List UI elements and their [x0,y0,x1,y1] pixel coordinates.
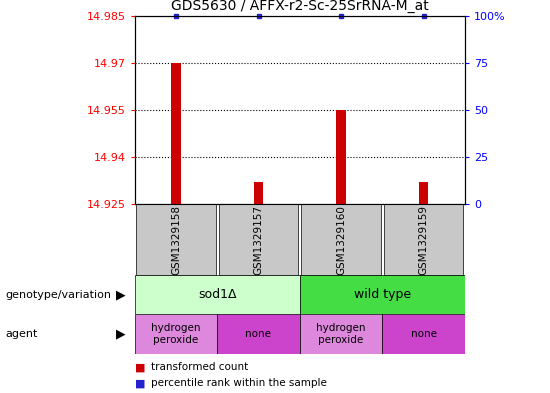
Text: GSM1329160: GSM1329160 [336,205,346,275]
Bar [382,314,465,354]
Text: GSM1329157: GSM1329157 [254,205,263,275]
Bar [254,182,263,204]
Text: none: none [410,329,437,339]
Text: GSM1329159: GSM1329159 [419,205,428,275]
Bar [384,204,463,275]
Text: ■: ■ [135,362,145,373]
Text: hydrogen
peroxide: hydrogen peroxide [151,323,201,345]
Text: wild type: wild type [354,288,411,301]
Bar [300,314,382,354]
Text: none: none [245,329,272,339]
Bar [219,204,298,275]
Text: transformed count: transformed count [151,362,249,373]
Text: ■: ■ [135,378,145,388]
Text: sod1Δ: sod1Δ [198,288,236,301]
Bar [135,314,217,354]
Text: agent: agent [6,329,38,339]
Text: ▶: ▶ [116,288,126,301]
Bar [300,275,465,314]
Bar [136,204,216,275]
Bar [135,275,300,314]
Bar [171,63,181,204]
Bar [301,204,381,275]
Text: genotype/variation: genotype/variation [6,290,112,300]
Text: hydrogen
peroxide: hydrogen peroxide [316,323,366,345]
Text: GSM1329158: GSM1329158 [171,205,181,275]
Bar [217,314,300,354]
Bar [419,182,428,204]
Bar [336,110,346,204]
Text: percentile rank within the sample: percentile rank within the sample [151,378,327,388]
Title: GDS5630 / AFFX-r2-Sc-25SrRNA-M_at: GDS5630 / AFFX-r2-Sc-25SrRNA-M_at [171,0,428,13]
Text: ▶: ▶ [116,327,126,341]
